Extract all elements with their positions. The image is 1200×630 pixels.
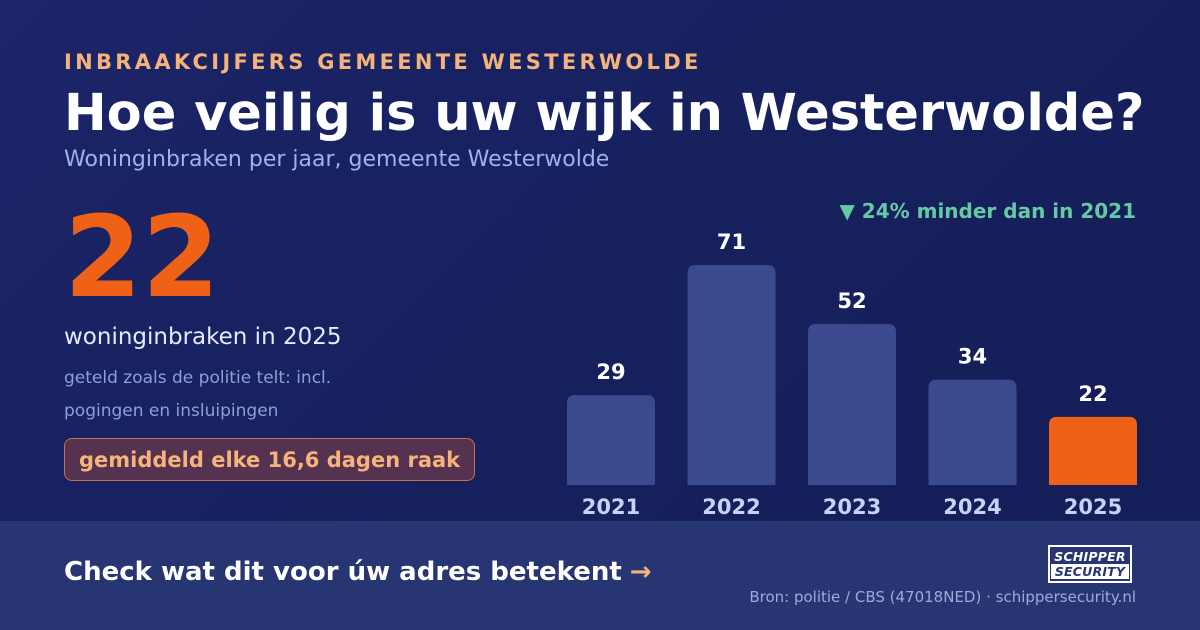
- value-label-2024: 34: [958, 345, 987, 369]
- value-label-2022: 71: [717, 230, 746, 254]
- brand-logo: SCHIPPER SECURITY: [1048, 545, 1132, 583]
- x-tick-label-2024: 2024: [943, 495, 1001, 519]
- kicker: INBRAAKCIJFERS GEMEENTE WESTERWOLDE: [64, 50, 702, 74]
- highlight-note: geteld zoals de politie telt: incl. pogi…: [64, 368, 332, 421]
- bar-2021: [567, 395, 655, 485]
- arrow-right-icon: →: [629, 557, 652, 587]
- value-label-2025: 22: [1078, 382, 1107, 406]
- bar-2024: [928, 379, 1017, 485]
- value-label-2021: 29: [596, 360, 625, 384]
- delta-indicator: ▼ 24% minder dan in 2021: [839, 199, 1136, 223]
- source-note: Bron: politie / CBS (47018NED) · schippe…: [749, 588, 1136, 606]
- bar-2025: [1049, 416, 1137, 485]
- highlight-label: woninginbraken in 2025: [64, 324, 342, 350]
- x-tick-label-2025: 2025: [1064, 495, 1122, 519]
- cta-link[interactable]: Check wat dit voor úw adres betekent →: [64, 557, 652, 587]
- x-tick-label-2022: 2022: [702, 495, 760, 519]
- bar-2023: [808, 323, 896, 485]
- page-title: Hoe veilig is uw wijk in Westerwolde?: [64, 84, 1145, 143]
- value-label-2023: 52: [837, 289, 866, 313]
- footer: Check wat dit voor úw adres betekent → SC…: [0, 521, 1200, 630]
- x-tick-label-2021: 2021: [582, 495, 640, 519]
- bar-2022: [687, 265, 776, 485]
- logo-line2: SECURITY: [1050, 564, 1130, 579]
- frequency-pill: gemiddeld elke 16,6 dagen raak: [64, 438, 476, 481]
- logo-line1: SCHIPPER: [1054, 549, 1126, 564]
- highlight-number: 22: [64, 193, 220, 323]
- cta-label: Check wat dit voor úw adres betekent: [64, 557, 622, 587]
- x-tick-label-2023: 2023: [823, 495, 881, 519]
- subtitle: Woninginbraken per jaar, gemeente Wester…: [64, 147, 610, 172]
